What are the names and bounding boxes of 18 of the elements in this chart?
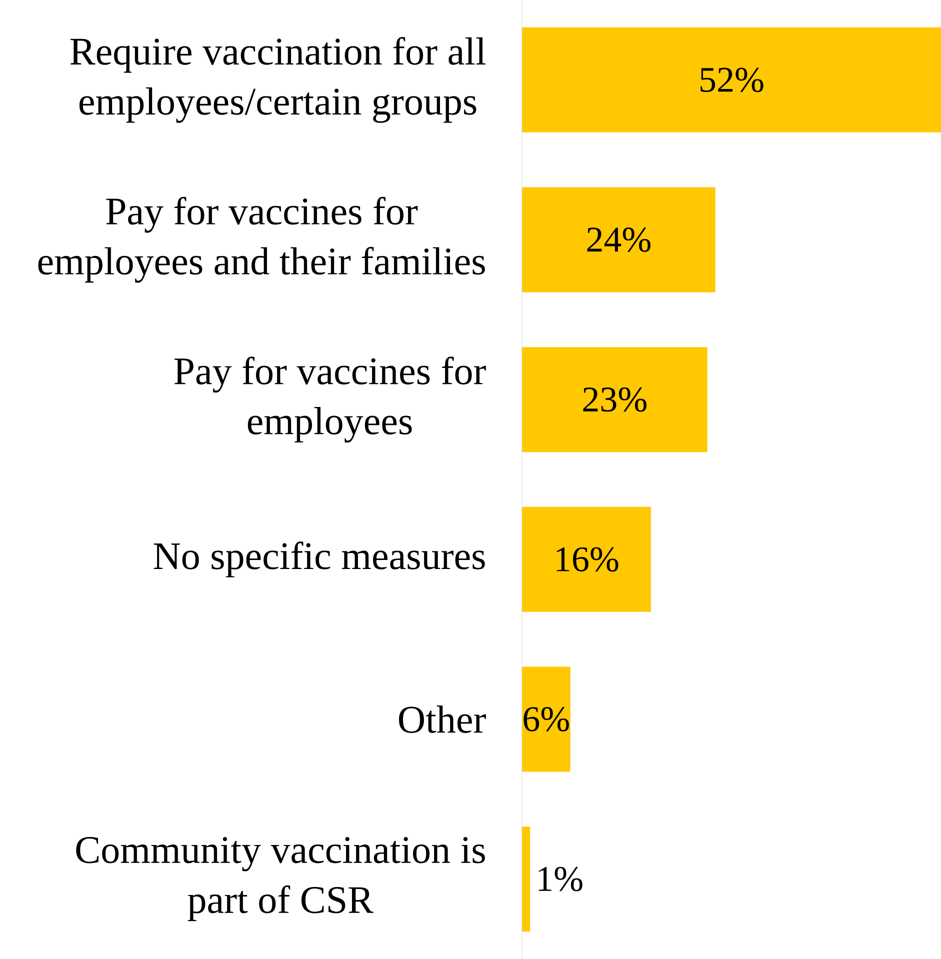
- data-label: 1%: [538, 866, 582, 892]
- y-tick-label: Community vaccination is part of CSR: [76, 837, 485, 922]
- y-tick-label: Other: [399, 706, 486, 733]
- y-tick-label: No specific measures: [154, 542, 485, 578]
- bar: [522, 27, 941, 132]
- y-tick-label: Pay for vaccines for employees: [174, 356, 486, 443]
- bar: [522, 187, 716, 292]
- bar: [522, 506, 651, 612]
- data-label: 23%: [583, 387, 646, 412]
- data-label: 52%: [700, 68, 764, 92]
- bar: [522, 826, 530, 932]
- data-label: 16%: [556, 547, 618, 572]
- y-tick-label: Require vaccination for all employees/certain groups: [70, 36, 486, 123]
- y-tick-label: Pay for vaccines for employees and their families: [38, 196, 485, 283]
- data-label: 6%: [524, 707, 569, 732]
- bar: [522, 347, 708, 452]
- data-label: 24%: [587, 228, 650, 252]
- bar: [522, 666, 570, 772]
